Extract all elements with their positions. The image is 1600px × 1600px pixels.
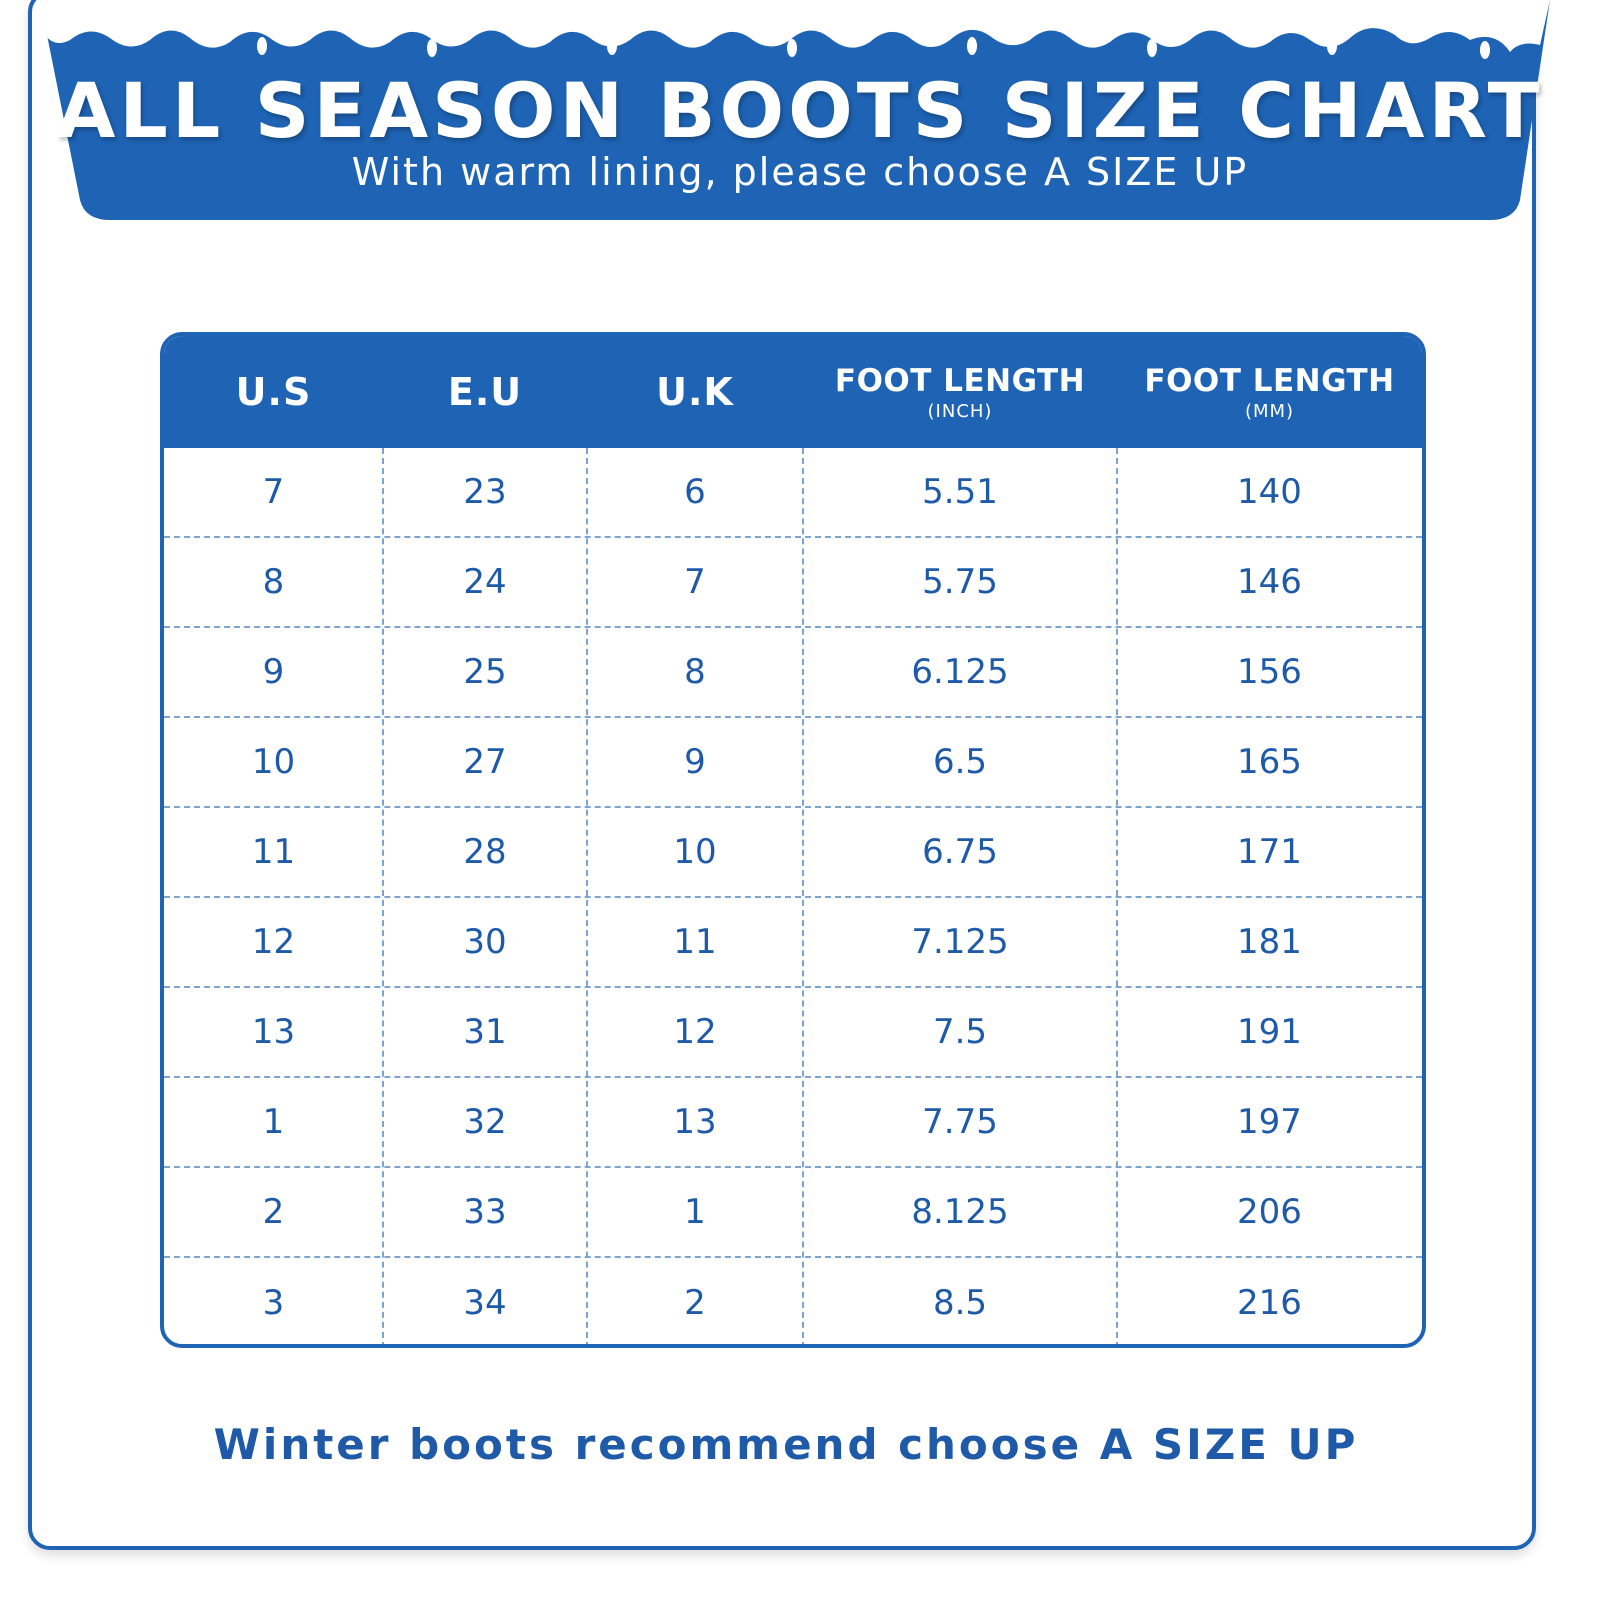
table-row: 1 32 13 7.75 197	[164, 1078, 1422, 1168]
table-cell: 146	[1237, 562, 1302, 602]
table-cell: 31	[463, 1012, 507, 1052]
footer-note: Winter boots recommend choose A SIZE UP	[213, 1420, 1359, 1469]
table-row: 11 28 10 6.75 171	[164, 808, 1422, 898]
table-cell: 32	[463, 1102, 507, 1142]
table-row: 8 24 7 5.75 146	[164, 538, 1422, 628]
table-cell: 5.51	[922, 472, 998, 512]
column-divider	[1116, 448, 1118, 1344]
table-cell: 171	[1237, 832, 1302, 872]
table-row: 7 23 6 5.51 140	[164, 448, 1422, 538]
table-cell: 23	[463, 472, 507, 512]
table-row: 13 31 12 7.5 191	[164, 988, 1422, 1078]
column-header-foot-length-inch: FOOT LENGTH (INCH)	[803, 336, 1117, 448]
table-cell: 9	[684, 742, 706, 782]
table-cell: 7.5	[932, 1012, 988, 1052]
table-cell: 13	[251, 1012, 296, 1052]
table-cell: 197	[1237, 1102, 1302, 1142]
table-cell: 11	[673, 922, 717, 962]
column-header-label: FOOT LENGTH	[834, 362, 1086, 399]
table-cell: 8	[262, 562, 285, 602]
table-cell: 10	[251, 742, 296, 782]
table-cell: 2	[684, 1283, 706, 1323]
table-body: 7 23 6 5.51 140 8 24 7 5.75 146 9 25 8 6.125 156 10 27 9 6…	[164, 448, 1422, 1344]
table-cell: 25	[463, 652, 507, 692]
table-cell: 216	[1237, 1283, 1302, 1323]
table-cell: 6.5	[932, 742, 988, 782]
table-cell: 27	[463, 742, 507, 782]
table-cell: 24	[463, 562, 507, 602]
table-cell: 11	[251, 832, 296, 872]
table-cell: 10	[673, 832, 717, 872]
table-cell: 3	[262, 1283, 285, 1323]
table-cell: 30	[463, 922, 507, 962]
column-header-label: U.S	[235, 370, 312, 414]
size-chart-table: U.S E.U U.K FOOT LENGTH (INCH) FOOT LENG…	[160, 332, 1426, 1348]
table-cell: 28	[463, 832, 507, 872]
page-subtitle: With warm lining, please choose A SIZE U…	[351, 150, 1249, 194]
table-cell: 140	[1237, 472, 1302, 512]
table-cell: 7.75	[922, 1102, 998, 1142]
table-cell: 2	[262, 1192, 285, 1232]
table-cell: 8	[684, 652, 706, 692]
table-row: 3 34 2 8.5 216	[164, 1258, 1422, 1344]
table-cell: 12	[251, 922, 296, 962]
table-cell: 7	[262, 472, 285, 512]
table-row: 9 25 8 6.125 156	[164, 628, 1422, 718]
column-divider	[586, 448, 588, 1344]
column-header-us: U.S	[164, 336, 383, 448]
table-row: 10 27 9 6.5 165	[164, 718, 1422, 808]
column-header-label: E.U	[447, 370, 523, 414]
table-cell: 7	[684, 562, 706, 602]
table-cell: 5.75	[922, 562, 998, 602]
table-cell: 8.125	[911, 1192, 1009, 1232]
column-header-unit: (INCH)	[927, 400, 993, 422]
column-header-label: FOOT LENGTH	[1144, 362, 1395, 399]
table-cell: 6.125	[911, 652, 1009, 692]
table-cell: 1	[262, 1102, 285, 1142]
table-cell: 13	[673, 1102, 717, 1142]
table-cell: 191	[1237, 1012, 1302, 1052]
column-header-unit: (MM)	[1244, 400, 1295, 422]
table-cell: 12	[673, 1012, 717, 1052]
table-cell: 206	[1237, 1192, 1302, 1232]
column-header-foot-length-mm: FOOT LENGTH (MM)	[1117, 336, 1422, 448]
column-header-eu: E.U	[383, 336, 587, 448]
table-cell: 34	[463, 1283, 507, 1323]
table-row: 2 33 1 8.125 206	[164, 1168, 1422, 1258]
table-cell: 1	[684, 1192, 706, 1232]
column-divider	[382, 448, 384, 1344]
column-header-label: U.K	[656, 370, 734, 414]
table-cell: 7.125	[911, 922, 1009, 962]
table-cell: 9	[262, 652, 285, 692]
table-cell: 6.75	[922, 832, 998, 872]
table-row: 12 30 11 7.125 181	[164, 898, 1422, 988]
table-cell: 165	[1237, 742, 1302, 782]
snow-banner	[40, 0, 1550, 220]
table-cell: 156	[1237, 652, 1302, 692]
table-header: U.S E.U U.K FOOT LENGTH (INCH) FOOT LENG…	[164, 336, 1422, 448]
column-divider	[802, 448, 804, 1344]
table-cell: 33	[463, 1192, 507, 1232]
table-cell: 181	[1237, 922, 1302, 962]
table-cell: 8.5	[932, 1283, 988, 1323]
table-cell: 6	[684, 472, 706, 512]
column-header-uk: U.K	[587, 336, 803, 448]
page-title: ALL SEASON BOOTS SIZE CHART	[56, 66, 1544, 155]
